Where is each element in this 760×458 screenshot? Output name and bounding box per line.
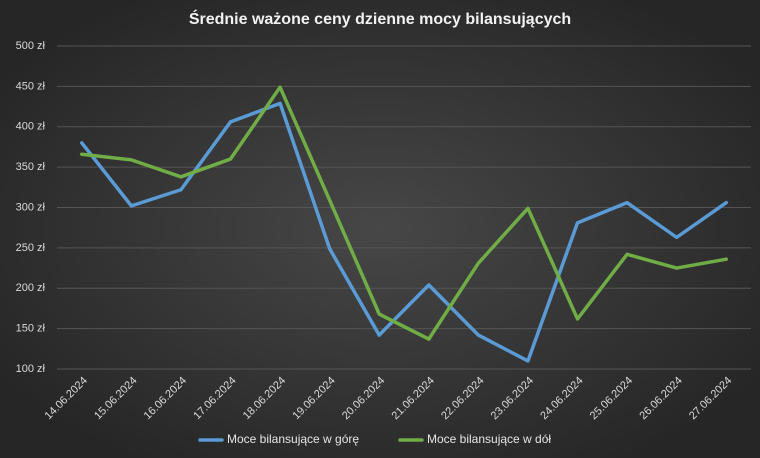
y-tick-label: 400 zł bbox=[16, 121, 46, 133]
y-tick-label: 200 zł bbox=[16, 282, 46, 294]
series-line bbox=[80, 101, 728, 363]
chart-title: Średnie ważone ceny dzienne mocy bilansu… bbox=[189, 9, 571, 28]
y-tick-label: 300 zł bbox=[16, 201, 46, 213]
y-tick-label: 100 zł bbox=[16, 363, 46, 375]
series-line bbox=[80, 85, 728, 341]
legend-label: Moce bilansujące w dół bbox=[427, 432, 551, 446]
y-tick-label: 500 zł bbox=[16, 40, 46, 52]
y-tick-label: 250 zł bbox=[16, 242, 46, 254]
y-tick-label: 450 zł bbox=[16, 80, 46, 92]
legend-label: Moce bilansujące w górę bbox=[227, 432, 359, 446]
y-tick-label: 350 zł bbox=[16, 161, 46, 173]
y-tick-label: 150 zł bbox=[16, 323, 46, 335]
